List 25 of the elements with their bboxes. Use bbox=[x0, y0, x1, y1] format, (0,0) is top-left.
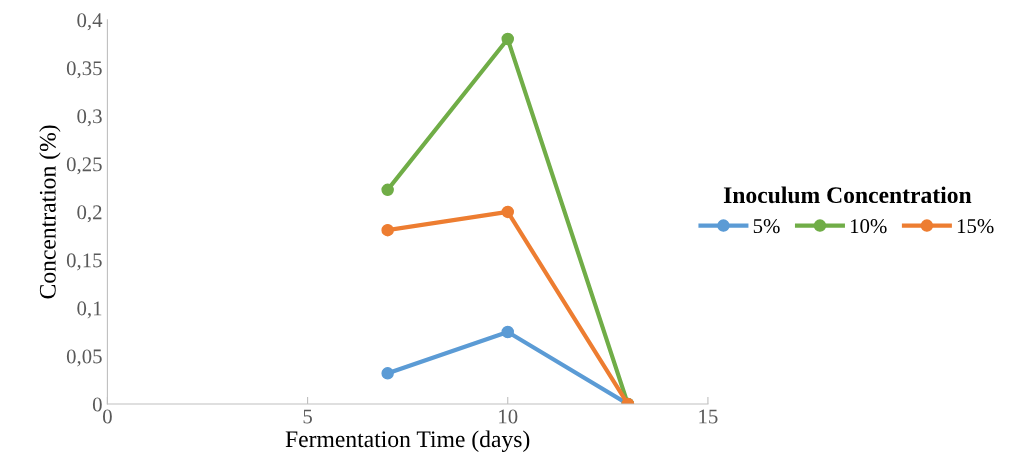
y-tick-label: 0,05 bbox=[66, 349, 102, 367]
point bbox=[501, 325, 514, 339]
point bbox=[381, 367, 394, 380]
legend-title: Inoculum Concentration bbox=[723, 186, 972, 204]
y-tick-label: 0,4 bbox=[77, 13, 103, 31]
x-tick-label: 0 bbox=[103, 409, 112, 424]
y-tick-label: 0,3 bbox=[77, 109, 102, 127]
y-tick-label: 0,2 bbox=[77, 205, 102, 223]
x-tick-label: 5 bbox=[303, 409, 312, 424]
y-tick-label: 0 bbox=[92, 397, 102, 412]
point bbox=[381, 183, 394, 197]
y-tick-label: 0,15 bbox=[66, 253, 102, 271]
point bbox=[501, 32, 514, 46]
legend-label: 5% bbox=[753, 219, 780, 234]
x-axis-title: Fermentation Time (days) bbox=[285, 430, 530, 453]
y-tick-label: 0,35 bbox=[66, 61, 102, 79]
point bbox=[501, 205, 514, 219]
legend-label: 15% bbox=[957, 219, 994, 234]
y-axis-title: Concentration (%) bbox=[39, 125, 61, 299]
legend-label: 10% bbox=[850, 219, 887, 234]
x-tick-label: 10 bbox=[499, 409, 518, 424]
y-tick-label: 0,25 bbox=[66, 157, 102, 175]
y-tick-label: 0,1 bbox=[77, 301, 102, 319]
point bbox=[381, 223, 394, 237]
x-tick-label: 15 bbox=[699, 409, 718, 424]
